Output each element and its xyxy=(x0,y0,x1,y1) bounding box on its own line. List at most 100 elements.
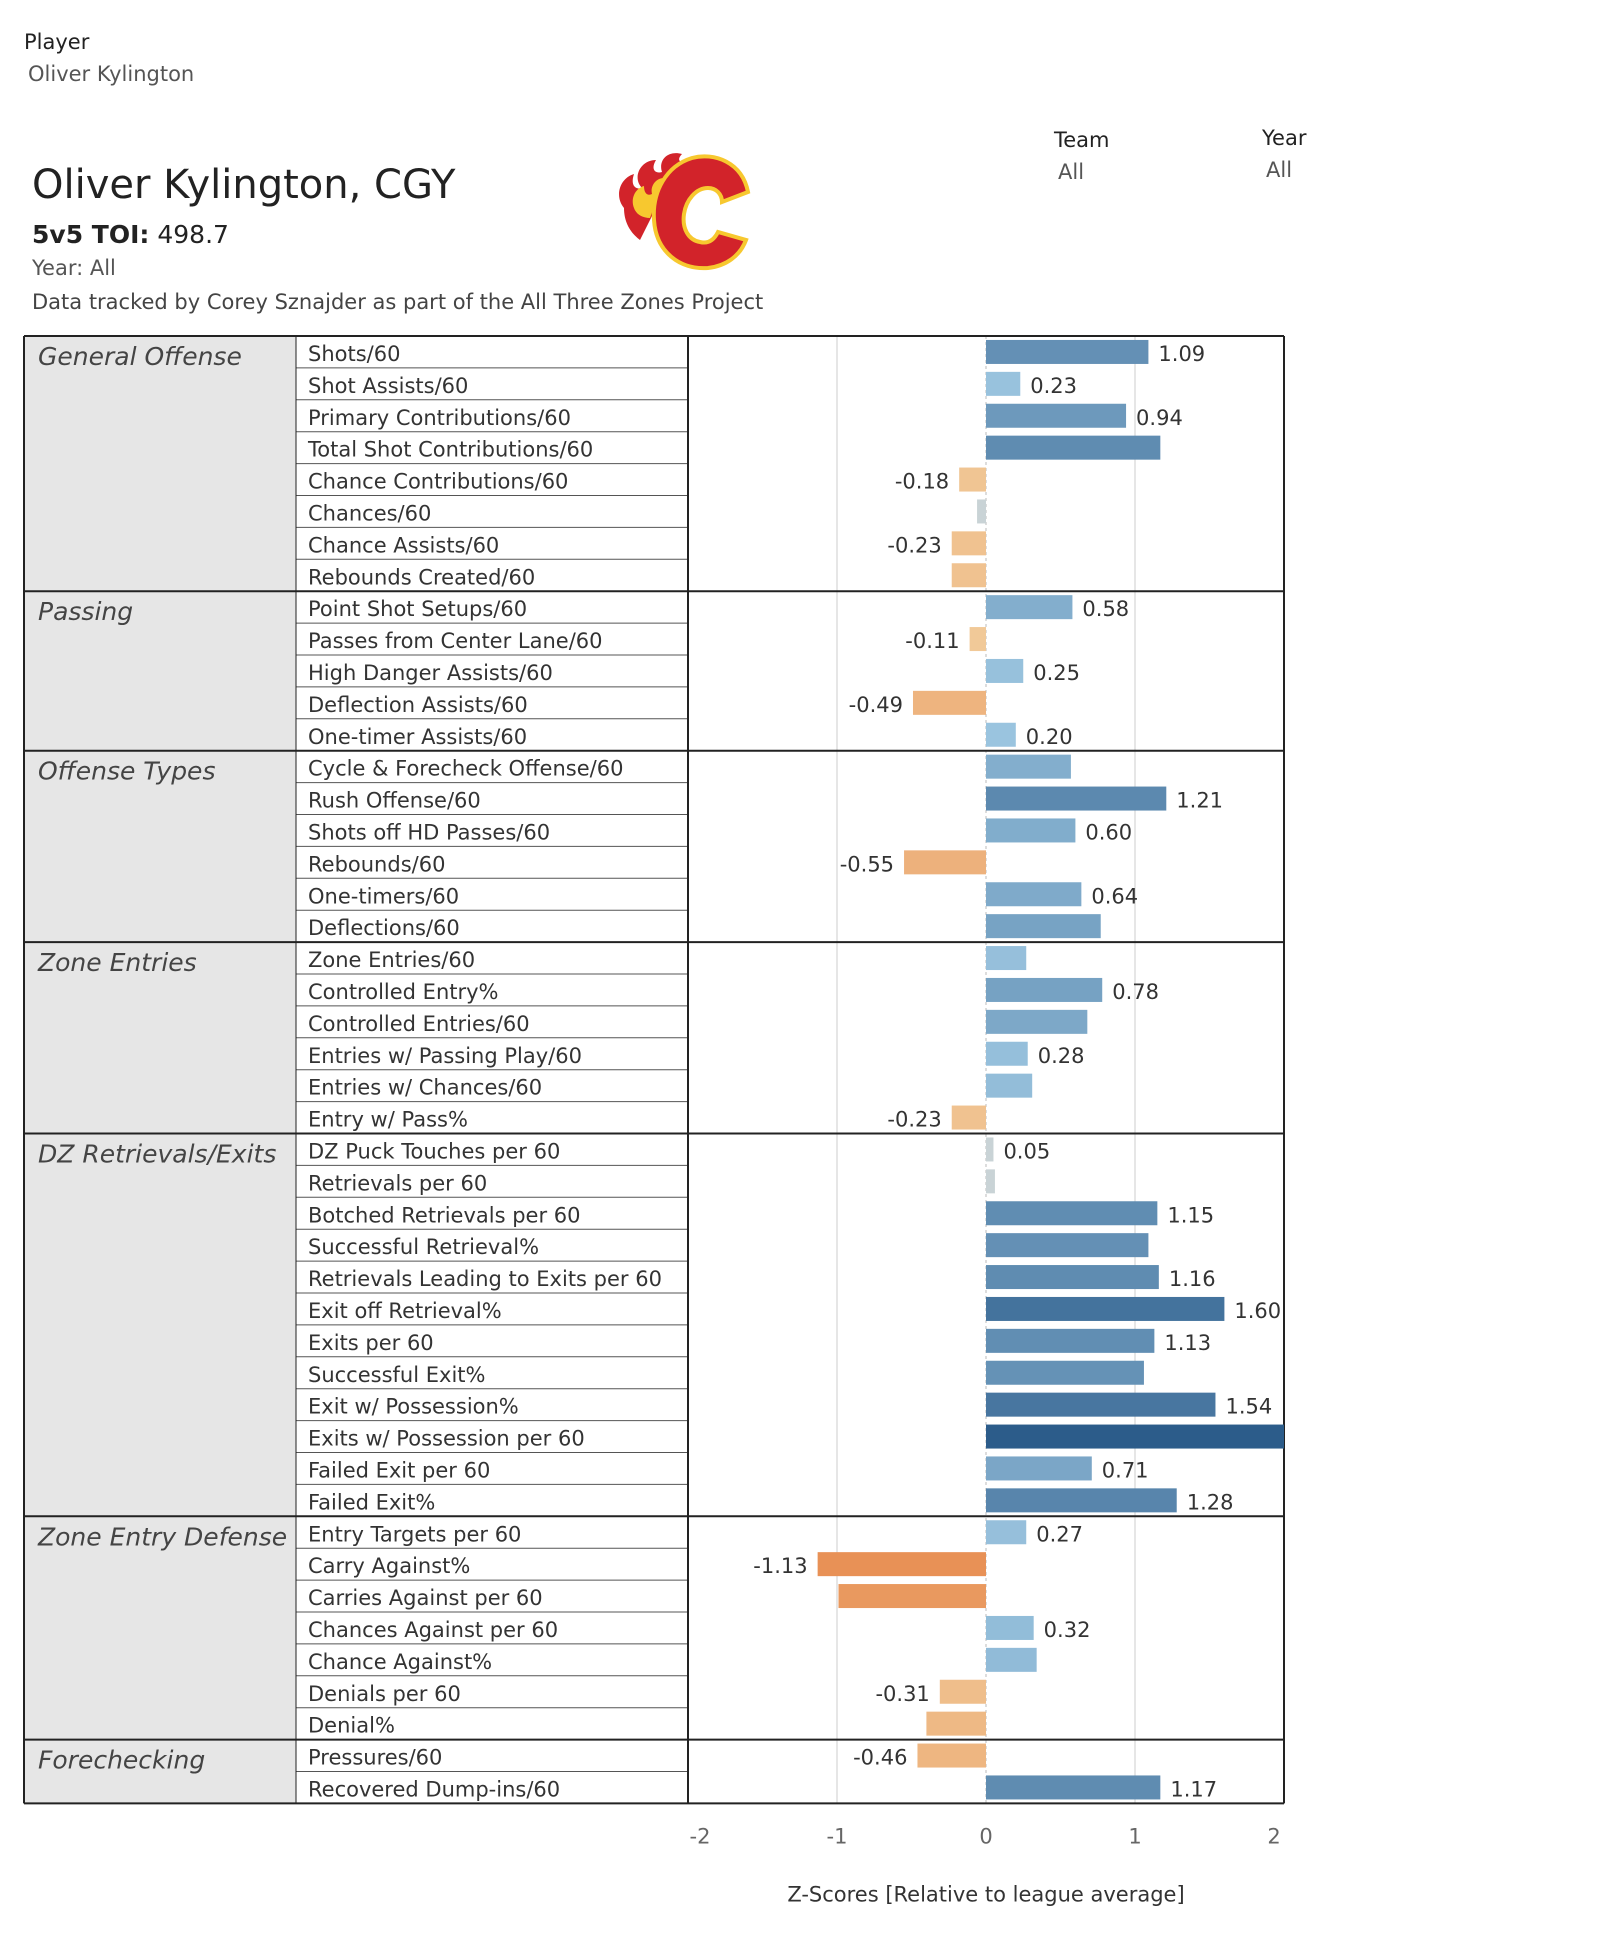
bar xyxy=(986,882,1082,907)
data-label: 1.60 xyxy=(1234,1299,1281,1323)
metric-label: Rebounds/60 xyxy=(308,852,445,876)
category-bg xyxy=(24,1739,296,1804)
data-label: -0.23 xyxy=(887,1108,941,1132)
bar xyxy=(986,658,1024,683)
toi-label: 5v5 TOI: xyxy=(32,220,150,249)
category-bg xyxy=(24,1516,296,1740)
player-filter-value[interactable]: Oliver Kylington xyxy=(28,62,195,86)
metric-label: Carry Against% xyxy=(308,1554,470,1578)
data-label: -0.55 xyxy=(840,852,894,876)
data-label: -0.23 xyxy=(887,533,941,557)
year-line: Year: All xyxy=(32,256,116,280)
metric-label: Deflections/60 xyxy=(308,916,460,940)
bar xyxy=(986,1009,1088,1034)
rows: General Offense Shots/60 Shot Assists/60 Pr… xyxy=(23,335,1285,1805)
metric-label: Botched Retrievals per 60 xyxy=(308,1203,581,1227)
bar xyxy=(986,1296,1225,1321)
metric-label: Retrievals Leading to Exits per 60 xyxy=(308,1267,662,1291)
metric-label: Passes from Center Lane/60 xyxy=(308,629,603,653)
x-tick-label: 2 xyxy=(1267,1824,1280,1848)
data-label: 0.05 xyxy=(1003,1140,1050,1164)
data-label: 1.13 xyxy=(1164,1331,1211,1355)
toi-value: 498.7 xyxy=(157,220,229,249)
bar xyxy=(986,1488,1177,1513)
category-backgrounds xyxy=(24,336,296,1804)
data-label: 0.20 xyxy=(1026,725,1073,749)
data-label: -1.13 xyxy=(753,1554,807,1578)
x-tick-label: 1 xyxy=(1128,1824,1141,1848)
data-label: -0.18 xyxy=(895,470,949,494)
metric-label: Exit w/ Possession% xyxy=(308,1395,519,1419)
metric-label: Denials per 60 xyxy=(308,1682,461,1706)
bar xyxy=(986,1073,1033,1098)
metric-label: DZ Puck Touches per 60 xyxy=(308,1140,560,1164)
x-tick-label: -2 xyxy=(690,1824,711,1848)
metric-label: Pressures/60 xyxy=(308,1746,442,1770)
data-label: 1.54 xyxy=(1225,1395,1272,1419)
metric-label: Carries Against per 60 xyxy=(308,1586,543,1610)
data-label: 0.94 xyxy=(1136,406,1183,430)
data-label: 1.17 xyxy=(1170,1778,1217,1802)
bar xyxy=(986,595,1073,620)
bar xyxy=(951,531,986,556)
category-label: Offense Types xyxy=(38,757,215,786)
metric-label: Chance Against% xyxy=(308,1650,492,1674)
bar xyxy=(912,690,986,715)
team-filter-value[interactable]: All xyxy=(1058,160,1085,184)
data-label: 0.71 xyxy=(1102,1459,1149,1483)
year-filter-value[interactable]: All xyxy=(1266,158,1293,182)
metric-label: One-timers/60 xyxy=(308,884,459,908)
bar xyxy=(986,754,1071,779)
bar xyxy=(986,403,1127,428)
year-filter-label: Year xyxy=(1262,126,1307,150)
metric-label: Denial% xyxy=(308,1714,395,1738)
bar xyxy=(939,1679,986,1704)
bar xyxy=(986,1424,1284,1449)
bar xyxy=(986,914,1101,939)
metric-label: Exits per 60 xyxy=(308,1331,434,1355)
bar xyxy=(986,1615,1034,1640)
metric-label: One-timer Assists/60 xyxy=(308,725,527,749)
team-logo xyxy=(619,153,751,271)
category-label: Zone Entry Defense xyxy=(37,1522,287,1551)
category-bg xyxy=(24,750,296,943)
metric-label: Rebounds Created/60 xyxy=(308,565,535,589)
category-label: Passing xyxy=(38,597,133,626)
metric-label: Successful Retrieval% xyxy=(308,1235,539,1259)
bar xyxy=(986,1456,1092,1481)
metric-label: Retrievals per 60 xyxy=(308,1171,487,1195)
metric-label: Entries w/ Passing Play/60 xyxy=(308,1044,582,1068)
bar xyxy=(986,786,1167,811)
bar xyxy=(986,1775,1161,1800)
player-filter-label: Player xyxy=(24,30,90,54)
metric-label: Chance Contributions/60 xyxy=(308,470,568,494)
bar xyxy=(951,1105,986,1130)
data-label: -0.46 xyxy=(853,1746,907,1770)
metric-label: Chance Assists/60 xyxy=(308,533,499,557)
bar xyxy=(986,1360,1144,1385)
bar xyxy=(838,1584,986,1609)
bar xyxy=(986,1328,1155,1353)
bar xyxy=(986,435,1161,460)
metric-label: Rush Offense/60 xyxy=(308,789,481,813)
metric-label: Entry Targets per 60 xyxy=(308,1522,521,1546)
data-label: 0.28 xyxy=(1038,1044,1085,1068)
data-label: 1.15 xyxy=(1167,1203,1214,1227)
metric-label: Point Shot Setups/60 xyxy=(308,597,527,621)
metric-label: Shots off HD Passes/60 xyxy=(308,821,550,845)
bar xyxy=(986,1265,1159,1290)
x-axis: -2 -1 0 1 2 Z-Scores [Relative to league aver… xyxy=(690,1824,1281,1906)
data-label: 0.78 xyxy=(1112,980,1159,1004)
category-bg xyxy=(24,591,296,751)
metric-label: Controlled Entries/60 xyxy=(308,1012,530,1036)
data-label: 1.16 xyxy=(1169,1267,1216,1291)
bar xyxy=(926,1711,986,1736)
metric-label: High Danger Assists/60 xyxy=(308,661,553,685)
data-label: 1.21 xyxy=(1176,789,1223,813)
x-axis-title: Z-Scores [Relative to league average] xyxy=(787,1882,1184,1906)
data-label: 1.28 xyxy=(1187,1490,1234,1514)
logo-flame-inner xyxy=(632,178,664,218)
bar xyxy=(986,1520,1027,1545)
data-label: 0.60 xyxy=(1085,821,1132,845)
bar xyxy=(986,371,1021,396)
